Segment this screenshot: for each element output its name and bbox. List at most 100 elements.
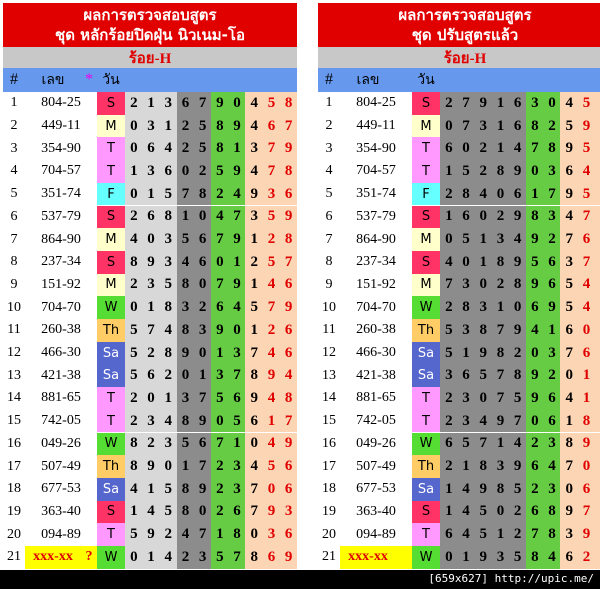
digit: 9 bbox=[245, 387, 264, 410]
row-day: Sa bbox=[412, 477, 440, 501]
row-index: 18 bbox=[7, 481, 21, 497]
row-number: 677-53 bbox=[356, 481, 396, 497]
digit: 6 bbox=[508, 114, 527, 138]
digit: 4 bbox=[440, 250, 458, 274]
digit: 9 bbox=[279, 205, 298, 229]
row-day: T bbox=[412, 387, 440, 410]
row-index: 9 bbox=[325, 276, 333, 292]
digit: 6 bbox=[543, 409, 561, 433]
digit: 6 bbox=[142, 205, 160, 229]
row-index: 6 bbox=[10, 208, 18, 224]
digit: 0 bbox=[440, 228, 458, 251]
digit: 9 bbox=[526, 387, 544, 410]
digit: 5 bbox=[560, 114, 579, 138]
digit: 8 bbox=[125, 250, 143, 274]
digit: 0 bbox=[176, 160, 195, 183]
digit: 3 bbox=[245, 137, 264, 161]
row-index: 5 bbox=[325, 186, 333, 202]
digit: 8 bbox=[491, 160, 510, 183]
digit: 5 bbox=[193, 114, 212, 138]
row-day: S bbox=[412, 205, 440, 229]
digit: 3 bbox=[457, 273, 475, 297]
header-bar bbox=[318, 68, 600, 92]
digit: 5 bbox=[474, 523, 493, 546]
digit: 5 bbox=[228, 409, 246, 433]
digit: 7 bbox=[228, 364, 246, 388]
digit: 0 bbox=[594, 432, 600, 456]
digit: 2 bbox=[159, 364, 178, 388]
digit: 4 bbox=[577, 273, 596, 297]
digit: 4 bbox=[142, 500, 160, 524]
digit: 5 bbox=[159, 182, 178, 206]
digit: 5 bbox=[594, 205, 600, 229]
digit: 6 bbox=[508, 182, 527, 206]
digit: 3 bbox=[543, 205, 561, 229]
digit: 1 bbox=[176, 455, 195, 478]
digit: 6 bbox=[543, 387, 561, 410]
digit: 6 bbox=[262, 546, 281, 569]
digit: 3 bbox=[526, 92, 544, 115]
digit: 1 bbox=[176, 205, 195, 229]
row-day: Sa bbox=[97, 341, 125, 365]
digit: 9 bbox=[526, 273, 544, 297]
row-day: Sa bbox=[412, 341, 440, 365]
digit: 9 bbox=[279, 432, 298, 456]
row-number: 677-53 bbox=[41, 481, 81, 497]
digit: 0 bbox=[491, 182, 510, 206]
digit: 8 bbox=[176, 273, 195, 297]
row-number: 537-79 bbox=[41, 208, 81, 224]
digit: 6 bbox=[526, 500, 544, 524]
row-day: T bbox=[97, 160, 125, 183]
row-number: 704-70 bbox=[41, 299, 81, 315]
digit: 5 bbox=[125, 364, 143, 388]
digit: 2 bbox=[176, 114, 195, 138]
digit: 2 bbox=[125, 409, 143, 433]
digit: 6 bbox=[193, 228, 212, 251]
header-day: วัน bbox=[102, 72, 120, 88]
digit: 8 bbox=[594, 228, 600, 251]
row-index: 3 bbox=[325, 140, 333, 156]
panel-subtitle: ร้อย-H bbox=[3, 47, 297, 68]
digit: 9 bbox=[228, 160, 246, 183]
row-number: 260-38 bbox=[356, 322, 396, 338]
digit: 3 bbox=[491, 455, 510, 478]
digit: 5 bbox=[560, 273, 579, 297]
digit: 7 bbox=[474, 432, 493, 456]
row-number: 507-49 bbox=[41, 458, 81, 474]
digit: 1 bbox=[440, 477, 458, 501]
row-number: 049-26 bbox=[41, 435, 81, 451]
digit: 9 bbox=[577, 523, 596, 546]
digit: 7 bbox=[193, 523, 212, 546]
row-number-pad bbox=[396, 546, 412, 569]
row-index: 7 bbox=[10, 231, 18, 247]
row-day: Sa bbox=[97, 477, 125, 501]
digit: 1 bbox=[560, 409, 579, 433]
footer-bar bbox=[0, 570, 600, 589]
row-index: 20 bbox=[7, 526, 21, 542]
digit: 0 bbox=[125, 296, 143, 319]
digit: 1 bbox=[245, 319, 264, 342]
row-number: 421-38 bbox=[41, 367, 81, 383]
digit: 5 bbox=[508, 477, 527, 501]
digit: 3 bbox=[594, 500, 600, 524]
row-index: 2 bbox=[10, 118, 18, 134]
digit: 8 bbox=[159, 341, 178, 365]
digit: 1 bbox=[543, 319, 561, 342]
digit: 4 bbox=[262, 432, 281, 456]
digit: 0 bbox=[491, 500, 510, 524]
digit: 6 bbox=[526, 296, 544, 319]
digit: 6 bbox=[279, 273, 298, 297]
title-line: ชุด ปรับสูตรแล้ว bbox=[411, 26, 519, 44]
digit: 9 bbox=[279, 296, 298, 319]
digit: 8 bbox=[211, 137, 229, 161]
digit: 7 bbox=[560, 228, 579, 251]
digit: 0 bbox=[560, 477, 579, 501]
result-panel: ผลการตรวจสอบสูตร ชุด ปรับสูตรแล้ว ร้อย-H # เ… bbox=[318, 3, 600, 570]
digit: 6 bbox=[176, 92, 195, 115]
digit: 5 bbox=[125, 341, 143, 365]
digit: 2 bbox=[594, 250, 600, 274]
digit: 5 bbox=[262, 455, 281, 478]
panel-title: ผลการตรวจสอบสูตร ชุด หลักร้อยปิดฝุ่น นิวเ… bbox=[3, 3, 297, 47]
digit: 5 bbox=[577, 92, 596, 115]
